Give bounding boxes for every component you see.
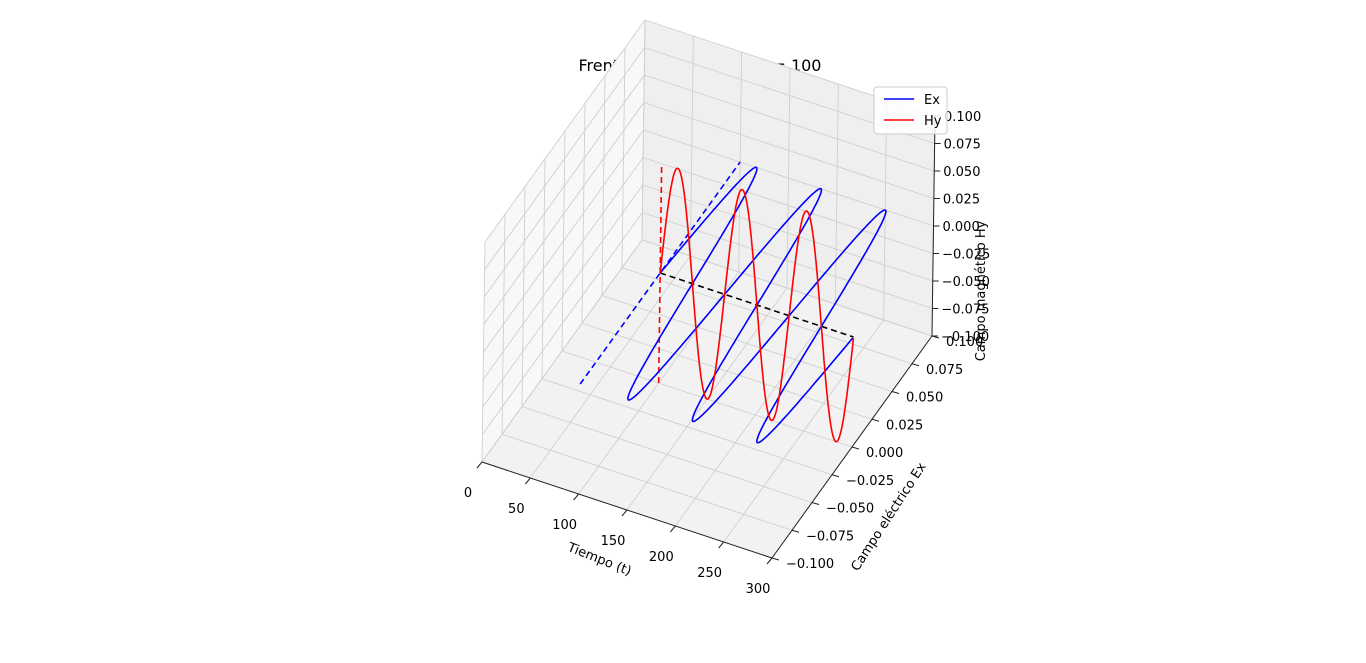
grid-line-z-back [642, 157, 934, 254]
x-tick-label: 250 [697, 566, 722, 581]
x-tick-mark [476, 461, 483, 469]
x-tick-label: 300 [746, 582, 771, 597]
y-tick-mark [791, 529, 800, 533]
z-tick-label: −0.075 [941, 303, 989, 318]
series-line-hy [659, 167, 855, 443]
y-tick-label: 0.000 [866, 446, 903, 461]
grid-line-z-left [484, 19, 646, 243]
x-tick-label: 100 [552, 518, 577, 533]
x-tick-mark [718, 541, 725, 549]
grid-line-z-left [483, 102, 645, 325]
x-tick-label: 200 [649, 550, 674, 565]
grid-line-z-back [643, 102, 935, 199]
x-tick-label: 150 [601, 534, 626, 549]
legend: Ex Hy [873, 86, 948, 135]
y-tick-mark [871, 418, 880, 422]
grid-line-z-left [482, 184, 644, 408]
tick-labels: 0 50 100 150 200 250 300 −0.100 −0.075 −0.050 −0.0… [464, 110, 990, 597]
grid-line-z-left [484, 47, 645, 270]
y-tick-mark [851, 446, 860, 450]
y-tick-mark [891, 391, 900, 394]
z-tick-label: −0.025 [942, 248, 990, 263]
grid-line-y-floor [581, 322, 873, 420]
y-tick-label: −0.050 [826, 502, 874, 517]
grid-line-z-back [644, 74, 935, 172]
grid-line-y-floor [501, 433, 793, 531]
y-tick-label: −0.075 [806, 529, 854, 544]
grid-line-z-back [642, 184, 933, 282]
legend-label-hy: Hy [924, 114, 942, 129]
x-tick-mark [621, 509, 628, 517]
x-tick-label: 50 [508, 502, 525, 517]
x-tick-mark [766, 557, 773, 565]
y-tick-label: 0.100 [946, 335, 983, 350]
z-tick-label: 0.075 [944, 138, 981, 153]
series-lines [579, 161, 887, 444]
y-tick-mark [771, 557, 780, 561]
y-tick-label: 0.050 [906, 391, 943, 406]
reference-line-hy [657, 162, 663, 384]
y-tick-label: −0.025 [846, 474, 894, 489]
grid-line-z-left [483, 74, 645, 298]
grid-line-y-floor [521, 406, 813, 503]
y-tick-label: 0.025 [886, 418, 923, 433]
y-tick-label: −0.100 [786, 557, 834, 572]
z-tick-label: −0.100 [941, 330, 989, 345]
grid-line-y-floor [541, 378, 833, 476]
legend-label-ex: Ex [924, 93, 940, 108]
z-tick-label: 0.000 [943, 220, 980, 235]
y-tick-mark [911, 363, 920, 367]
grid-line-z-left [483, 129, 644, 353]
z-tick-label: 0.025 [943, 193, 980, 208]
z-tick-label: 0.050 [943, 165, 980, 180]
x-tick-label: 0 [464, 486, 472, 501]
grid-line-z-back [642, 212, 933, 309]
z-axis-label: Campo magnético Hy [974, 220, 989, 361]
grid-line-z-left [481, 239, 643, 463]
y-tick-mark [831, 474, 840, 478]
x-tick-mark [669, 525, 676, 533]
z-tick-label: 0.100 [944, 110, 981, 125]
reference-line-ex [579, 161, 741, 385]
grid-line-z-left [482, 157, 644, 380]
grid-line-y-floor [601, 295, 893, 392]
grid-line-z-left [482, 212, 643, 435]
x-tick-mark [573, 493, 580, 501]
y-tick-label: 0.075 [926, 363, 963, 378]
z-tick-label: −0.050 [942, 275, 990, 290]
x-tick-mark [524, 477, 531, 485]
y-tick-mark [811, 502, 820, 505]
grid-line-y-floor [621, 267, 913, 365]
